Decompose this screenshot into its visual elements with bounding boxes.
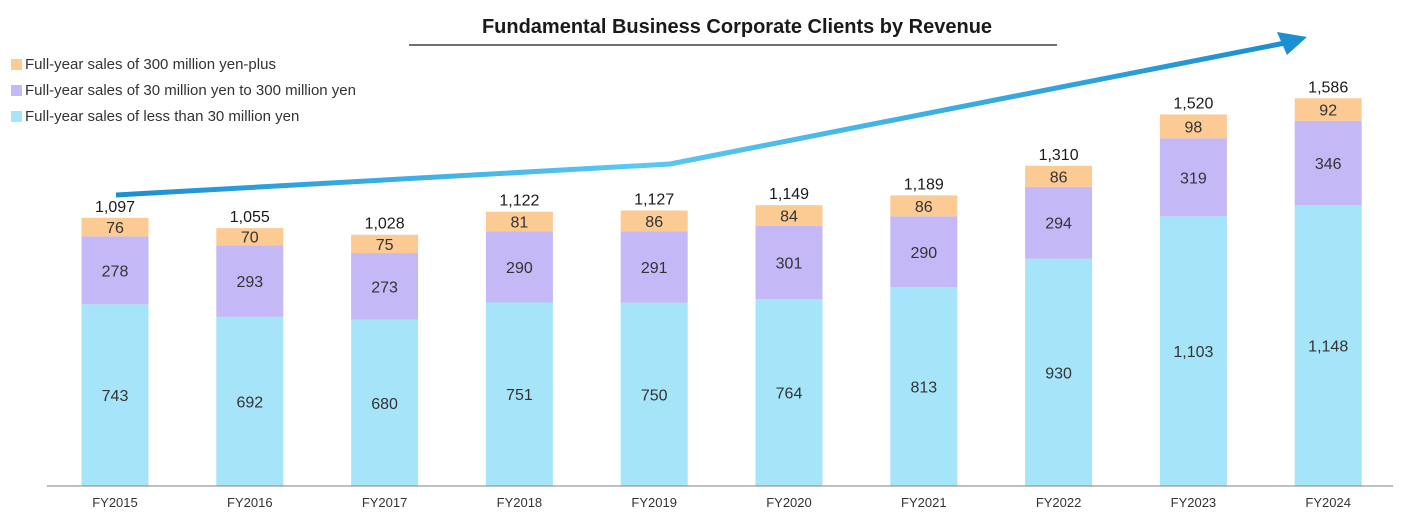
segment-value-label: 743 — [102, 388, 129, 405]
legend-swatch — [11, 85, 22, 96]
segment-value-label: 81 — [511, 215, 529, 232]
trend-arrow-head — [1277, 32, 1307, 55]
x-tick-label: FY2017 — [362, 495, 408, 510]
total-value-label: 1,189 — [904, 176, 944, 193]
bar-segment — [1159, 114, 1227, 139]
bar-segment — [1025, 165, 1093, 187]
bar-segment — [351, 253, 419, 320]
segment-value-label: 86 — [645, 214, 663, 231]
bar-segment — [1025, 258, 1093, 486]
segment-value-label: 692 — [236, 394, 263, 411]
total-value-label: 1,310 — [1039, 147, 1079, 164]
bar-segment — [620, 302, 688, 486]
bar-segment — [81, 304, 149, 486]
trend-arrow-line — [115, 40, 1286, 198]
segment-value-label: 291 — [641, 260, 668, 277]
segment-value-label: 930 — [1045, 365, 1072, 382]
legend: Full-year sales of 300 million yen-plus F… — [11, 56, 356, 125]
bar-segment — [485, 231, 553, 303]
x-tick-label: FY2016 — [227, 495, 273, 510]
segment-value-label: 290 — [506, 260, 533, 277]
bar-segment — [890, 195, 958, 217]
segment-value-label: 1,148 — [1308, 339, 1348, 356]
total-value-label: 1,028 — [365, 216, 405, 233]
x-axis-ticks: FY2015 FY2016 FY2017 FY2018 FY2019 FY2020 FY20… — [92, 495, 1351, 510]
x-tick-label: FY2020 — [766, 495, 812, 510]
bar-segment — [81, 236, 149, 305]
segment-value-label: 86 — [1050, 169, 1068, 186]
bar-segment — [1159, 138, 1227, 217]
segment-value-label: 75 — [376, 237, 394, 254]
bar-segment — [890, 216, 958, 288]
segment-value-label: 293 — [236, 274, 263, 291]
bar-segment — [890, 287, 958, 486]
segment-value-label: 278 — [102, 263, 129, 280]
x-tick-label: FY2023 — [1171, 495, 1217, 510]
segment-value-label: 301 — [776, 255, 803, 272]
segment-value-label: 751 — [506, 387, 533, 404]
bar-segment — [620, 210, 688, 232]
bar-segment — [620, 231, 688, 303]
bar-segment — [755, 299, 823, 486]
segment-value-label: 290 — [910, 245, 937, 262]
segment-value-label: 92 — [1319, 103, 1337, 120]
bar-segment — [755, 225, 823, 300]
segment-value-label: 294 — [1045, 216, 1072, 233]
bar-segment — [351, 319, 419, 486]
segment-value-label: 680 — [371, 396, 398, 413]
legend-label: Full-year sales of less than 30 million … — [25, 108, 299, 125]
bar-segment — [216, 316, 284, 486]
bar-segment — [216, 228, 284, 246]
total-value-label: 1,055 — [230, 209, 270, 226]
segment-value-label: 764 — [776, 386, 803, 403]
segment-value-label: 84 — [780, 208, 798, 225]
x-tick-label: FY2022 — [1036, 495, 1082, 510]
legend-swatch — [11, 59, 22, 70]
total-value-label: 1,586 — [1308, 79, 1348, 96]
x-tick-label: FY2021 — [901, 495, 947, 510]
legend-label: Full-year sales of 300 million yen-plus — [25, 56, 276, 73]
chart-title: Fundamental Business Corporate Clients b… — [482, 16, 992, 38]
bar-segment — [1294, 98, 1362, 121]
bars: 743 278 76 1,097 692 293 70 1,055 680 273 75 1,028 7… — [81, 79, 1362, 486]
segment-value-label: 750 — [641, 387, 668, 404]
bar-segment — [485, 302, 553, 486]
total-value-label: 1,122 — [499, 193, 539, 210]
segment-value-label: 70 — [241, 230, 259, 247]
total-value-label: 1,520 — [1173, 95, 1213, 112]
bar-segment — [1294, 120, 1362, 206]
bar-segment — [81, 217, 149, 237]
legend-swatch — [11, 111, 22, 122]
x-tick-label: FY2015 — [92, 495, 138, 510]
x-tick-label: FY2019 — [631, 495, 677, 510]
bar-segment — [1159, 216, 1227, 486]
bar-segment — [1025, 186, 1093, 259]
bar-segment — [1294, 205, 1362, 486]
total-value-label: 1,097 — [95, 199, 135, 216]
segment-value-label: 346 — [1315, 156, 1342, 173]
trend-arrow — [115, 32, 1307, 198]
segment-value-label: 98 — [1185, 119, 1203, 136]
segment-value-label: 76 — [106, 220, 124, 237]
bar-segment — [216, 245, 284, 317]
bar-segment — [485, 211, 553, 232]
x-tick-label: FY2018 — [497, 495, 543, 510]
legend-label: Full-year sales of 30 million yen to 300… — [25, 82, 356, 99]
bar-segment — [351, 234, 419, 254]
segment-value-label: 273 — [371, 279, 398, 296]
segment-value-label: 813 — [910, 380, 937, 397]
bar-segment — [755, 205, 823, 226]
total-value-label: 1,149 — [769, 186, 809, 203]
segment-value-label: 86 — [915, 199, 933, 216]
segment-value-label: 319 — [1180, 170, 1207, 187]
segment-value-label: 1,103 — [1173, 344, 1213, 361]
x-tick-label: FY2024 — [1305, 495, 1351, 510]
total-value-label: 1,127 — [634, 192, 674, 209]
